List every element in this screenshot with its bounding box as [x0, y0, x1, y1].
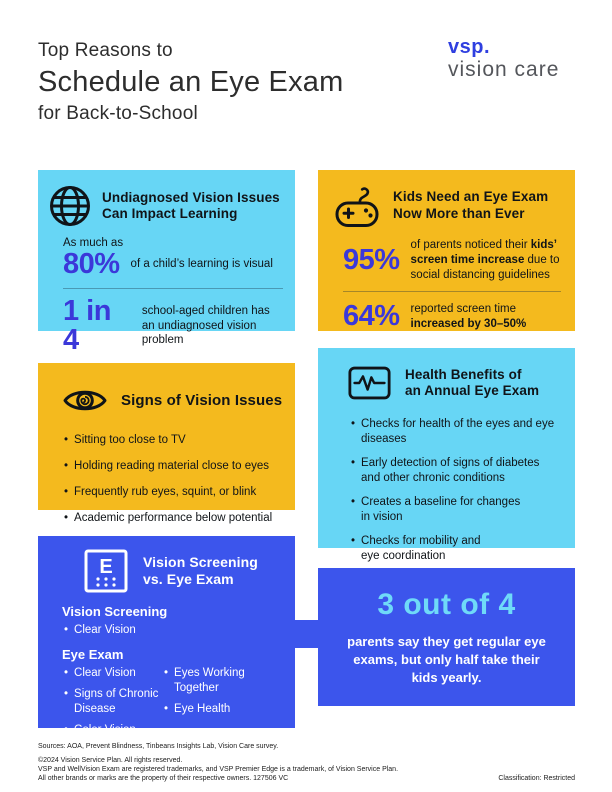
svg-text:E: E [99, 556, 112, 578]
bullet-marker: • [64, 687, 69, 700]
card-signs-of-vision-issues: Signs of Vision Issues • Sitting too clos… [38, 363, 295, 524]
card-heading: Vision Screening vs. Eye Exam [143, 554, 258, 587]
footer-classification: Classification: Restricted [498, 775, 575, 783]
stat-caption: of parents noticed their kids’ screen ti… [410, 239, 560, 281]
stat-row-1in4: 1 in 4 school-aged children has an undia… [63, 297, 285, 355]
bullet-marker: • [64, 624, 69, 636]
card-health-benefits: Health Benefits of an Annual Eye Exam • C… [318, 348, 575, 562]
vsp-logo-text: vision care [448, 58, 560, 81]
card-heading: Health Benefits of an Annual Eye Exam [405, 366, 540, 398]
divider [63, 288, 283, 289]
bullet-marker: • [351, 418, 356, 430]
eye-exam-columns: • Clear Vision • Signs of Chronic Disease … [38, 666, 295, 744]
eye-exam-label: Eye Exam [62, 646, 124, 662]
bullet-list: • Sitting too close to TV • Holding readin… [38, 416, 295, 526]
bullet-item: • Clear Vision [64, 666, 136, 679]
bullet-marker: • [351, 456, 356, 469]
card-heading: Kids Need an Eye Exam Now More than Ever [393, 189, 549, 221]
vsp-logo: vsp. vision care [448, 36, 559, 82]
bullet-marker: • [351, 495, 356, 508]
stat-row-80: 80% of a child’s learning is visual [63, 250, 285, 279]
footer-sources: Sources: AOA, Prevent Blindness, Tinbean… [38, 743, 279, 750]
bullet-item: • Signs of Chronic Disease [64, 687, 159, 715]
divider [343, 290, 561, 292]
bullet-marker: • [164, 702, 169, 715]
card-header: Kids Need an Eye Exam Now More than Ever [318, 170, 575, 228]
card-undiagnosed-vision-issues: Undiagnosed Vision Issues Can Impact Lea… [38, 170, 295, 355]
card-screening-vs-exam: E Vision Screening vs. Eye Exam Vision S… [38, 536, 295, 736]
stat-row-64: 64% reported screen time increased by 30–… [343, 302, 565, 332]
bullet-item: • Checks for mobility and eye coordinatio… [351, 534, 481, 562]
bullet-item: • Early detection of signs of diabetes an… [351, 456, 540, 484]
page-title: Top Reasons to Schedule an Eye Exam for … [38, 40, 343, 125]
stat-caption: reported screen time increased by 30–50% [410, 302, 527, 330]
bullet-item: • Sitting too close to TV [64, 434, 186, 446]
bullet-item: • Frequently rub eyes, squint, or blink [64, 485, 257, 498]
card-three-out-of-four: 3 out of 4 parents say they get regular … [318, 568, 575, 706]
bullet-item: • Clear Vision [64, 624, 136, 636]
bullet-item: • Eyes Working Together [164, 666, 245, 694]
bullet-item: • Academic performance below potential [64, 511, 273, 524]
card-connector [295, 620, 319, 648]
title-line-3: for Back-to-School [38, 103, 198, 124]
bullet-list: • Checks for health of the eyes and eye d… [318, 401, 575, 564]
eye-chart-icon: E [84, 549, 128, 593]
footer: Sources: AOA, Prevent Blindness, Tinbean… [38, 742, 575, 783]
stat-value: 64% [343, 300, 400, 333]
game-controller-icon [335, 187, 379, 227]
stat-value: 3 out of 4 [377, 588, 516, 621]
title-line-2: Schedule an Eye Exam [38, 66, 344, 98]
card-heading: Signs of Vision Issues [121, 391, 283, 409]
bullet-marker: • [64, 485, 69, 498]
stat-caption: of a child’s learning is visual [130, 258, 273, 271]
bullet-item: • Color Vision [64, 723, 136, 736]
stat-value: 80% [63, 248, 120, 280]
stat-value: 1 in 4 [63, 295, 111, 356]
eye-icon [63, 390, 107, 411]
footer-brands: All other brands or marks are the proper… [38, 775, 289, 783]
vision-screening-label: Vision Screening [62, 604, 168, 619]
eye-exam-column-1: • Clear Vision • Signs of Chronic Disease … [38, 666, 164, 744]
bullet-item: • Holding reading material close to eyes [64, 459, 269, 472]
eye-exam-column-2: • Eyes Working Together • Eye Health [164, 666, 274, 744]
globe-icon [50, 186, 90, 226]
stat-caption: parents say they get regular eye exams, … [347, 634, 546, 686]
stat-row-95: 95% of parents noticed their kids’ scree… [343, 238, 565, 283]
bullet-marker: • [64, 723, 69, 736]
card-heading: Undiagnosed Vision Issues Can Impact Lea… [102, 189, 280, 221]
card-header: Health Benefits of an Annual Eye Exam [318, 348, 575, 401]
stat-caption: school-aged children has an undiagnosed … [141, 304, 270, 347]
bullet-marker: • [64, 666, 69, 679]
footer-copyright: ©2024 Vision Service Plan. All rights re… [38, 757, 183, 765]
card-header: E Vision Screening vs. Eye Exam [38, 536, 295, 593]
card-header: Signs of Vision Issues [38, 363, 295, 416]
footer-last-row: All other brands or marks are the proper… [38, 774, 575, 783]
bullet-marker: • [351, 534, 356, 547]
bullet-item: • Eye Health [164, 702, 231, 715]
bullet-item: • Checks for health of the eyes and eye d… [351, 418, 555, 445]
bullet-marker: • [64, 434, 69, 446]
stat-intro: As much as [63, 237, 124, 249]
bullet-marker: • [164, 666, 169, 679]
vsp-logo-mark: vsp. [448, 36, 491, 58]
card-header: Undiagnosed Vision Issues Can Impact Lea… [38, 170, 295, 228]
heartbeat-monitor-icon [348, 366, 391, 400]
bullet-item: • Creates a baseline for changes in visio… [351, 495, 521, 523]
card-kids-need-eye-exam: Kids Need an Eye Exam Now More than Ever… [318, 170, 575, 331]
bullet-marker: • [64, 459, 69, 472]
title-line-1: Top Reasons to [38, 40, 173, 61]
footer-trademark: VSP and WellVision Exam are registered t… [38, 766, 399, 774]
stat-value: 95% [343, 243, 400, 276]
bullet-marker: • [64, 511, 69, 524]
